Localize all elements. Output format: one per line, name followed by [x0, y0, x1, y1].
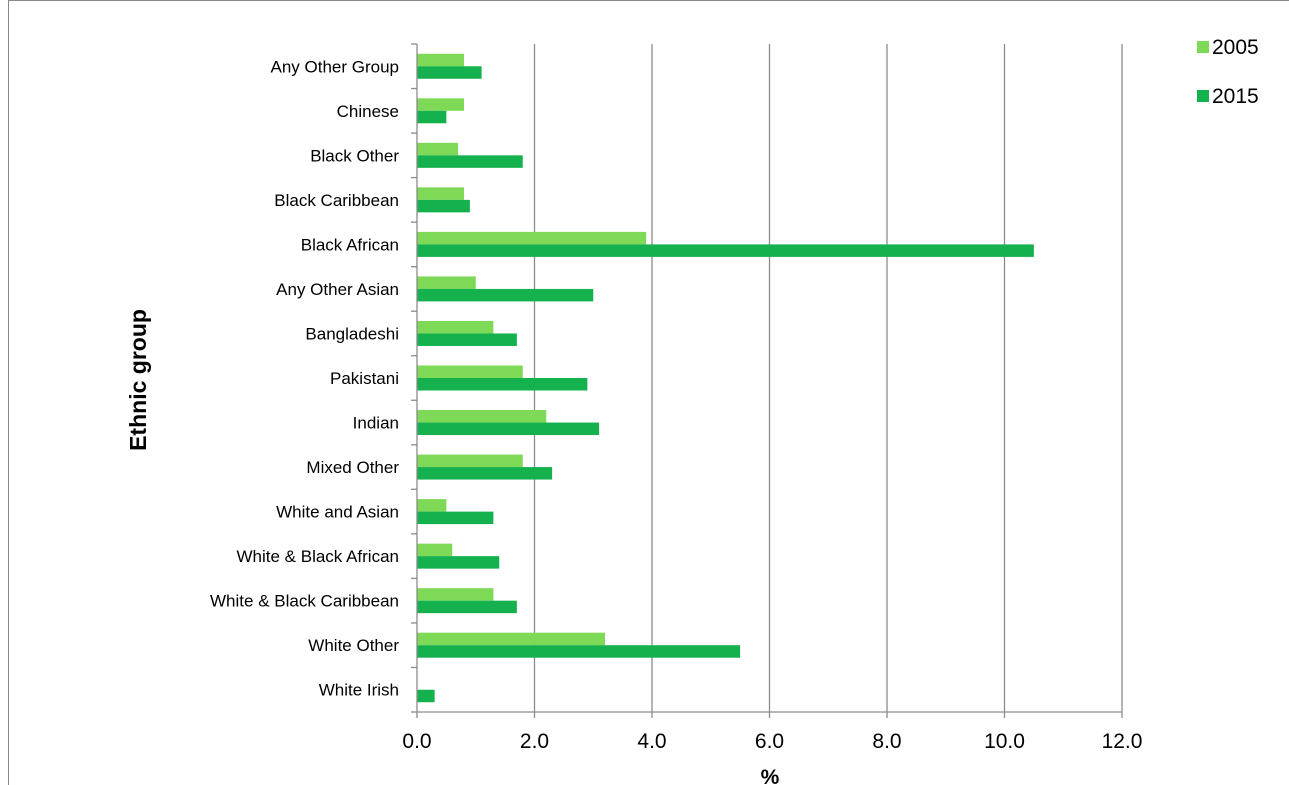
legend-swatch [1197, 41, 1209, 53]
bar-2005 [417, 142, 459, 156]
x-tick-label: 4.0 [637, 730, 666, 753]
y-tick-label: Bangladeshi [305, 324, 399, 343]
x-tick-label: 0.0 [402, 730, 431, 753]
gridlines [533, 44, 1123, 712]
y-axis-title: Ethnic group [125, 309, 151, 451]
bar-2015 [417, 556, 500, 569]
legend-label: 2005 [1212, 36, 1259, 59]
bar-2005 [417, 98, 464, 111]
bar-2015 [417, 467, 553, 480]
chart-frame [8, 0, 1289, 785]
y-tick-label: Any Other Asian [276, 280, 399, 299]
bar-2015 [417, 155, 523, 168]
y-tick-label: White Other [308, 636, 399, 655]
bar-2005 [417, 320, 494, 334]
bar-2005 [417, 187, 464, 200]
x-axis-title: % [761, 766, 780, 785]
bar-2005 [417, 499, 447, 512]
bar-2015 [417, 110, 447, 124]
bar-2005 [417, 410, 547, 423]
y-tick-label: Black Other [310, 146, 399, 165]
legend-swatch [1197, 90, 1209, 102]
y-tick-label: Black Caribbean [274, 191, 399, 210]
y-tick-label: Black African [301, 235, 399, 254]
bar-2015 [417, 288, 594, 302]
y-tick-label: White & Black African [236, 547, 399, 566]
bar-2015 [417, 600, 517, 614]
bar-2005 [417, 454, 523, 468]
bar-2015 [417, 378, 588, 391]
bar-2005 [417, 588, 494, 601]
y-tick-label: White & Black Caribbean [210, 592, 399, 611]
bar-2005 [417, 53, 464, 67]
x-tick-label: 12.0 [1102, 730, 1143, 753]
bar-2015 [417, 645, 741, 658]
bar-2015 [417, 511, 494, 525]
bar-2015 [417, 199, 470, 213]
y-tick-label: Chinese [337, 102, 399, 121]
bar-2005 [417, 543, 453, 557]
legend[interactable]: 2005 2015 [1197, 36, 1259, 108]
axes: 0.0 2.0 4.0 6.0 8.0 10.0 12.0 White Irish White … [210, 43, 1143, 753]
x-tick-label: 10.0 [984, 730, 1025, 753]
legend-label: 2015 [1212, 85, 1259, 108]
bar-2015 [417, 244, 1034, 257]
x-tick-label: 2.0 [520, 730, 549, 753]
y-tick-label: Any Other Group [270, 57, 399, 76]
y-tick-label: Mixed Other [306, 458, 399, 477]
bars [417, 53, 1034, 703]
y-tick-label: White and Asian [276, 503, 399, 522]
bar-2005 [417, 276, 476, 289]
x-tick-label: 6.0 [755, 730, 784, 753]
y-tick-label: Indian [353, 414, 399, 433]
x-tick-label: 8.0 [872, 730, 901, 753]
y-tick-label: Pakistani [330, 369, 399, 388]
bar-2015 [417, 422, 600, 436]
bar-2015 [417, 66, 482, 79]
bar-2005 [417, 632, 605, 646]
y-tick-label: White Irish [319, 681, 399, 700]
bar-2015 [417, 689, 435, 703]
bar-2005 [417, 365, 523, 378]
bar-2005 [417, 231, 647, 245]
bar-2015 [417, 333, 517, 346]
